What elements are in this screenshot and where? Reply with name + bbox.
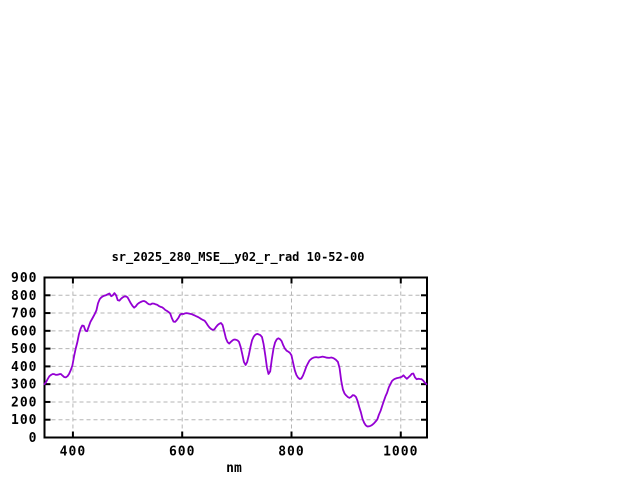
x-axis-label: nm	[226, 461, 242, 476]
x-tick-label: 800	[278, 445, 304, 460]
y-tick-label: 200	[11, 395, 37, 410]
x-tick-label: 400	[60, 445, 86, 460]
plot-border	[43, 276, 428, 439]
chart-title: sr_2025_280_MSE__y02_r_rad 10-52-00	[111, 250, 365, 264]
y-tick-label: 900	[11, 271, 37, 286]
y-tick-label: 800	[11, 289, 37, 304]
spectrum-line	[43, 292, 428, 428]
y-tick-label: 100	[11, 413, 37, 428]
x-tick-label: 1000	[383, 445, 418, 460]
y-tick-label: 500	[11, 342, 37, 357]
y-tick-label: 600	[11, 324, 37, 339]
y-tick-label: 400	[11, 360, 37, 375]
y-tick-label: 700	[11, 307, 37, 322]
x-tick-label: 600	[169, 445, 195, 460]
y-tick-label: 300	[11, 378, 37, 393]
y-tick-label: 0	[29, 431, 38, 446]
